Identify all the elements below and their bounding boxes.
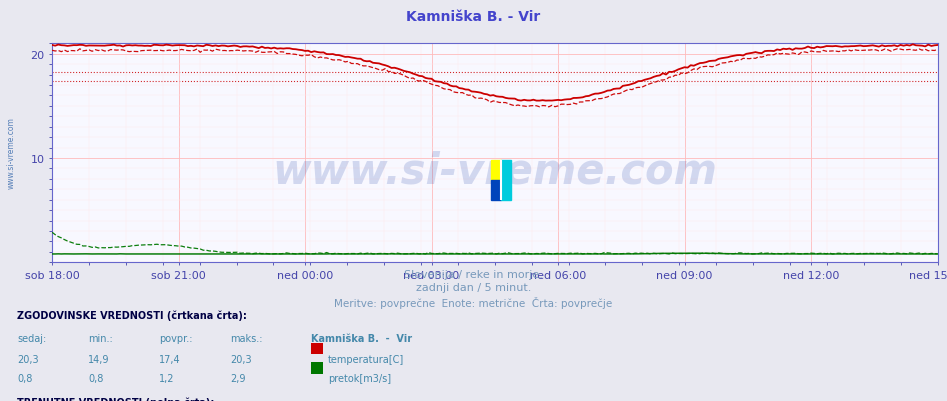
Text: 20,3: 20,3 <box>230 354 252 364</box>
Text: 1,2: 1,2 <box>159 373 174 383</box>
Text: 0,8: 0,8 <box>17 373 32 383</box>
Text: 14,9: 14,9 <box>88 354 110 364</box>
Text: 2,9: 2,9 <box>230 373 245 383</box>
Text: Slovenija / reke in morje.: Slovenija / reke in morje. <box>404 269 543 279</box>
Text: Kamniška B. - Vir: Kamniška B. - Vir <box>406 10 541 24</box>
Text: Meritve: povprečne  Enote: metrične  Črta: povprečje: Meritve: povprečne Enote: metrične Črta:… <box>334 296 613 308</box>
Bar <box>501 160 511 200</box>
Text: maks.:: maks.: <box>230 333 262 343</box>
Text: 0,8: 0,8 <box>88 373 103 383</box>
Text: ZGODOVINSKE VREDNOSTI (črtkana črta):: ZGODOVINSKE VREDNOSTI (črtkana črta): <box>17 310 247 320</box>
Bar <box>491 160 501 180</box>
Text: sedaj:: sedaj: <box>17 333 46 343</box>
Text: www.si-vreme.com: www.si-vreme.com <box>7 117 16 188</box>
Text: 20,3: 20,3 <box>17 354 39 364</box>
Text: 17,4: 17,4 <box>159 354 181 364</box>
Text: Kamniška B.  -  Vir: Kamniška B. - Vir <box>311 333 412 343</box>
Text: TRENUTNE VREDNOSTI (polna črta):: TRENUTNE VREDNOSTI (polna črta): <box>17 396 214 401</box>
Text: temperatura[C]: temperatura[C] <box>328 354 404 364</box>
Text: pretok[m3/s]: pretok[m3/s] <box>328 373 391 383</box>
Text: zadnji dan / 5 minut.: zadnji dan / 5 minut. <box>416 283 531 293</box>
Text: min.:: min.: <box>88 333 113 343</box>
Text: www.si-vreme.com: www.si-vreme.com <box>273 150 717 192</box>
Text: povpr.:: povpr.: <box>159 333 192 343</box>
Bar <box>491 180 501 200</box>
